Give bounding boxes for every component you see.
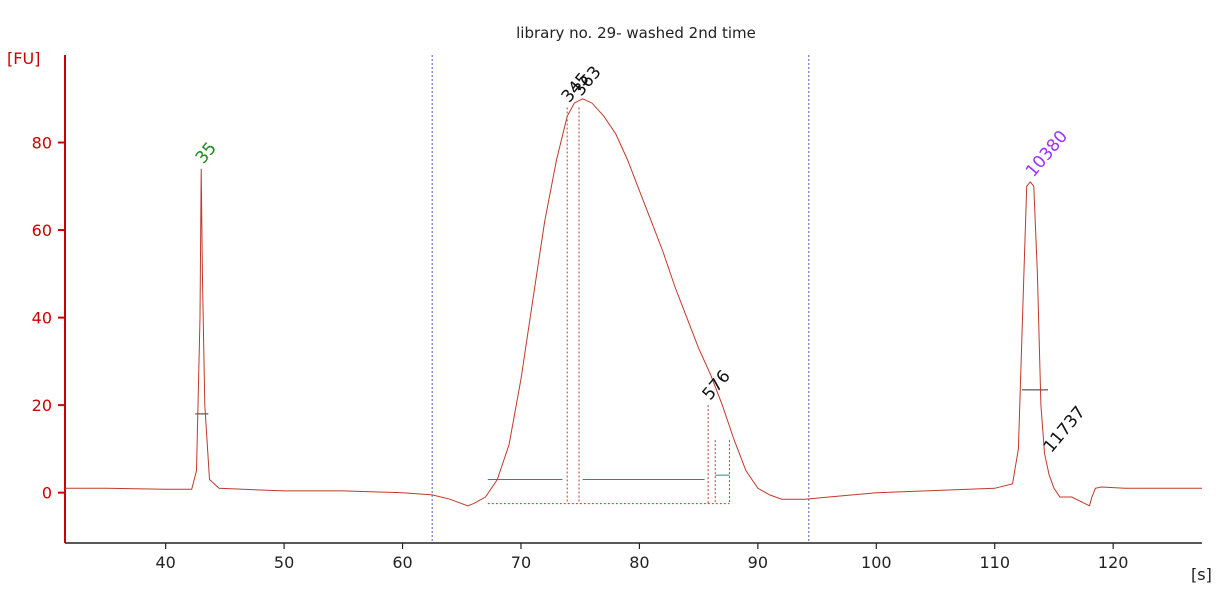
peak-label: 576 — [699, 367, 735, 405]
x-tick-label: 70 — [511, 553, 531, 572]
x-axis-label: [s] — [1191, 565, 1212, 584]
y-tick-label: 60 — [32, 221, 52, 240]
fluorescence-trace — [65, 98, 1202, 507]
x-tick-label: 120 — [1098, 553, 1129, 572]
chart-title: library no. 29- washed 2nd time — [516, 24, 756, 42]
x-tick-label: 110 — [979, 553, 1010, 572]
x-tick-label: 100 — [861, 553, 892, 572]
y-tick-label: 20 — [32, 396, 52, 415]
x-tick-label: 50 — [274, 553, 294, 572]
y-tick-label: 40 — [32, 309, 52, 328]
y-tick-label: 80 — [32, 134, 52, 153]
x-tick-label: 80 — [629, 553, 649, 572]
peak-label: 11737 — [1040, 403, 1090, 457]
x-tick-label: 90 — [748, 553, 768, 572]
y-axis-label: [FU] — [7, 49, 40, 68]
peak-label: 10380 — [1022, 127, 1072, 181]
x-tick-label: 60 — [392, 553, 412, 572]
y-tick-label: 0 — [42, 484, 52, 503]
peak-label: 35 — [192, 139, 221, 168]
x-tick-label: 40 — [155, 553, 175, 572]
